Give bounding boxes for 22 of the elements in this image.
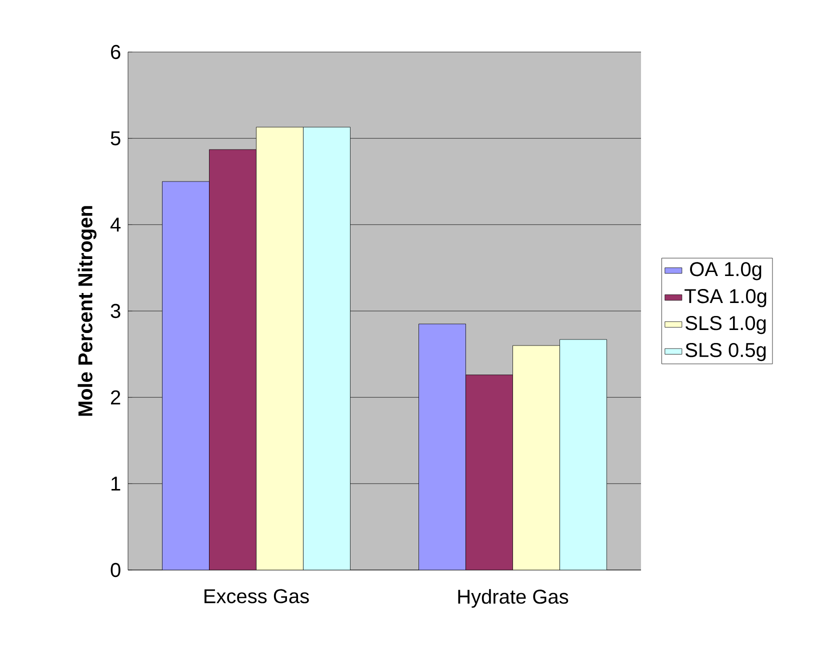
- y-tick-label: 5: [110, 131, 120, 146]
- y-tick-label: 4: [110, 218, 121, 232]
- legend-label: SLS 1.0g: [686, 316, 766, 334]
- x-tick-label: Hydrate Gas: [458, 589, 568, 608]
- legend-label: OA 1.0g: [690, 262, 762, 280]
- bar: [256, 126, 304, 570]
- y-tick-label: 3: [110, 304, 120, 318]
- bar: [466, 374, 513, 570]
- y-tick-label: 2: [111, 390, 120, 404]
- bar: [512, 345, 560, 570]
- legend-label: SLS 0.5g: [686, 342, 766, 362]
- y-tick-label: 1: [112, 476, 120, 491]
- bar: [209, 149, 256, 570]
- bar: [418, 324, 466, 570]
- y-tick-label: 6: [111, 44, 120, 60]
- bar: [162, 181, 210, 570]
- legend-label: TSA 1.0g: [684, 289, 766, 308]
- y-tick-label: 0: [110, 562, 120, 578]
- y-axis-title: Mole Percent Nitrogen: [78, 206, 96, 416]
- bar: [303, 126, 350, 570]
- bar: [560, 339, 607, 570]
- x-tick-label: Excess Gas: [204, 589, 309, 604]
